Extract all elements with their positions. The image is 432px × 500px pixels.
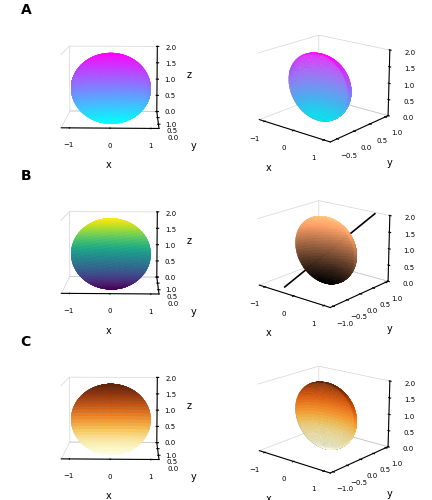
Y-axis label: y: y: [387, 158, 393, 168]
Text: B: B: [21, 169, 31, 183]
X-axis label: x: x: [106, 326, 111, 336]
Y-axis label: y: y: [387, 490, 393, 500]
X-axis label: x: x: [265, 494, 271, 500]
X-axis label: x: x: [265, 328, 271, 338]
Text: C: C: [21, 334, 31, 348]
Y-axis label: y: y: [387, 324, 393, 334]
Y-axis label: y: y: [191, 141, 196, 151]
X-axis label: x: x: [265, 162, 271, 172]
Y-axis label: y: y: [191, 472, 196, 482]
X-axis label: x: x: [106, 491, 111, 500]
Text: A: A: [21, 4, 31, 18]
X-axis label: x: x: [106, 160, 111, 170]
Y-axis label: y: y: [191, 306, 196, 316]
